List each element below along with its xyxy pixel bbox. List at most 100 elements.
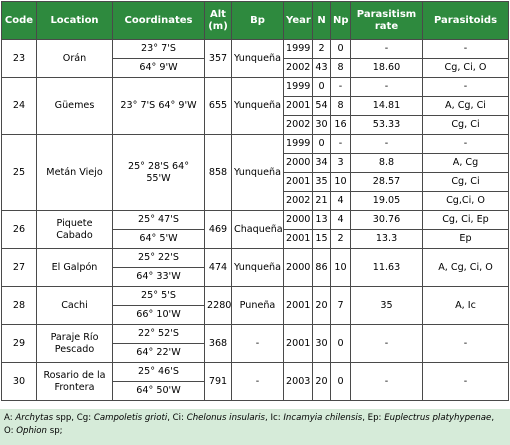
cell-year: 2001 — [283, 286, 313, 325]
cell-code: 29 — [1, 324, 37, 363]
cell-rate: - — [350, 39, 423, 59]
cell-alt: 2280 — [204, 286, 232, 325]
cell-coordinates-lat: 25° 5'S — [112, 286, 205, 306]
cell-parasitoids: Cg, Ci, Ep — [422, 210, 509, 230]
footnote-campoletis: Campoletis grioti — [93, 413, 168, 423]
cell-rate: 53.33 — [350, 115, 423, 135]
cell-bp: - — [231, 324, 284, 363]
cell-n: 30 — [312, 324, 331, 363]
table-row: 64° 50'W — [2, 381, 509, 401]
cell-parasitoids: - — [422, 134, 509, 154]
header-bp: Bp — [231, 1, 284, 40]
cell-code: 30 — [1, 362, 37, 401]
cell-year: 2001 — [283, 229, 313, 249]
cell-alt: 357 — [204, 39, 232, 78]
footnote-text: sp; — [47, 426, 63, 436]
cell-year: 1999 — [283, 77, 313, 97]
cell-bp: Yunqueña — [231, 134, 284, 211]
cell-coordinates-lat: 25° 46'S — [112, 362, 205, 382]
cell-rate: 19.05 — [350, 191, 423, 211]
cell-rate: - — [350, 362, 423, 401]
cell-rate: 30.76 — [350, 210, 423, 230]
cell-parasitoids: Cg,Ci, O — [422, 191, 509, 211]
cell-year: 2002 — [283, 115, 313, 135]
cell-parasitoids: - — [422, 77, 509, 97]
cell-coordinates-lon: 64° 50'W — [112, 381, 205, 401]
cell-n: 13 — [312, 210, 331, 230]
cell-code: 27 — [1, 248, 37, 287]
cell-parasitoids: A, Cg, Ci, O — [422, 248, 509, 287]
cell-coordinates: 25° 28'S 64° 55'W — [112, 134, 205, 211]
cell-parasitoids: A, Cg — [422, 153, 509, 173]
cell-rate: 13.3 — [350, 229, 423, 249]
cell-coordinates-lon: 64° 33'W — [112, 267, 205, 287]
cell-np: 10 — [330, 248, 351, 287]
cell-rate: 28.57 — [350, 172, 423, 192]
footnote-text: , — [491, 413, 495, 423]
footnote-text: , Ci: — [167, 413, 187, 423]
cell-alt: 469 — [204, 210, 232, 249]
cell-n: 54 — [312, 96, 331, 116]
cell-year: 2003 — [283, 362, 313, 401]
cell-year: 2000 — [283, 248, 313, 287]
header-n: N — [312, 1, 331, 40]
table-row: 28 Cachi 25° 5'S 2280 Puneña 2001 20 7 3… — [1, 286, 509, 325]
cell-n: 21 — [312, 191, 331, 211]
cell-np: 10 — [330, 172, 351, 192]
cell-rate: 14.81 — [350, 96, 423, 116]
cell-parasitoids: Cg, Ci, O — [422, 58, 509, 78]
cell-rate: 35 — [350, 286, 423, 325]
table-row: 25 Metán Viejo 25° 28'S 64° 55'W 858 Yun… — [1, 134, 509, 211]
cell-coordinates-lon: 64° 9'W — [112, 58, 205, 78]
cell-coordinates-lat: 23° 7'S — [112, 39, 205, 59]
footnote: A: Archytas spp, Cg: Campoletis grioti, … — [0, 409, 510, 445]
table-row: 2002 21 4 19.05 Cg,Ci, O — [2, 191, 509, 211]
cell-n: 0 — [312, 134, 331, 154]
cell-rate: 18.60 — [350, 58, 423, 78]
cell-year: 2000 — [283, 210, 313, 230]
cell-year: 2000 — [283, 153, 313, 173]
table-row: 27 El Galpón 25° 22'S 474 Yunqueña 2000 … — [1, 248, 509, 287]
cell-n: 86 — [312, 248, 331, 287]
cell-location: Güemes — [36, 77, 113, 135]
cell-coordinates-lat: 22° 52'S — [112, 324, 205, 344]
sites-table: Code Location Coordinates Alt (m) Bp Yea… — [1, 1, 509, 401]
footnote-incamyia: Incamyia chilensis — [283, 413, 363, 423]
header-coordinates: Coordinates — [112, 1, 205, 40]
header-location: Location — [36, 1, 113, 40]
cell-np: 7 — [330, 286, 351, 325]
header-parasitoids: Parasitoids — [422, 1, 509, 40]
cell-location: Orán — [36, 39, 113, 78]
cell-bp: - — [231, 362, 284, 401]
footnote-a-code: A: — [4, 413, 13, 423]
cell-alt: 368 — [204, 324, 232, 363]
cell-parasitoids: A, Ic — [422, 286, 509, 325]
cell-parasitoids: - — [422, 324, 509, 363]
table-row: 2001 54 8 14.81 A, Cg, Ci — [2, 96, 509, 116]
cell-rate: - — [350, 134, 423, 154]
cell-year: 1999 — [283, 39, 313, 59]
footnote-chelonus: Chelonus insularis — [186, 413, 265, 423]
table-row: 26 Piquete Cabado 25° 47'S 469 Chaqueña … — [1, 210, 509, 249]
cell-bp: Yunqueña — [231, 39, 284, 78]
cell-rate: - — [350, 77, 423, 97]
table-row: 30 Rosario de la Frontera 25° 46'S 791 -… — [1, 362, 509, 401]
footnote-ophion: Ophion — [16, 426, 48, 436]
cell-coordinates-lon: 64° 5'W — [112, 229, 205, 249]
cell-year: 2001 — [283, 172, 313, 192]
cell-alt: 474 — [204, 248, 232, 287]
cell-code: 23 — [1, 39, 37, 78]
cell-parasitoids: Ep — [422, 229, 509, 249]
cell-location: Metán Viejo — [36, 134, 113, 211]
cell-np: 4 — [330, 191, 351, 211]
cell-location: Rosario de la Frontera — [36, 362, 113, 401]
cell-coordinates-lon: 66° 10'W — [112, 305, 205, 325]
cell-np: 16 — [330, 115, 351, 135]
footnote-text: , Ep: — [362, 413, 385, 423]
cell-alt: 791 — [204, 362, 232, 401]
cell-year: 2002 — [283, 191, 313, 211]
cell-year: 2002 — [283, 58, 313, 78]
cell-parasitoids: - — [422, 362, 509, 401]
cell-code: 25 — [1, 134, 37, 211]
cell-np: 0 — [330, 324, 351, 363]
